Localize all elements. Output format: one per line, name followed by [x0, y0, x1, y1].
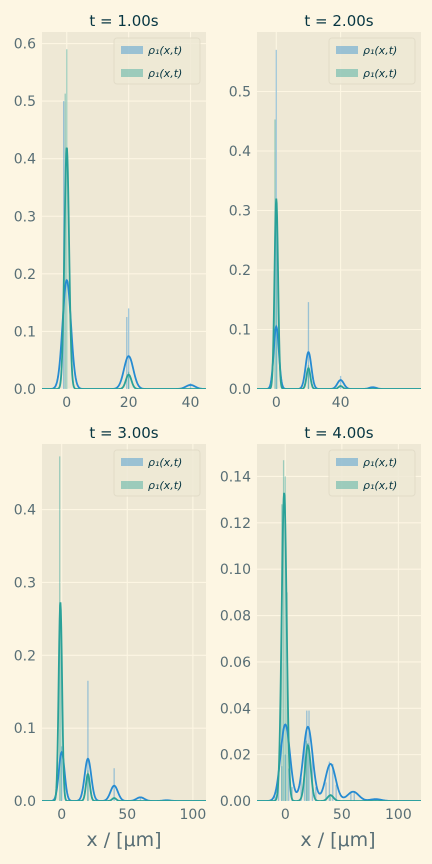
y-tick-label: 0.5 [229, 85, 251, 101]
y-tick-label: 0.4 [229, 144, 251, 160]
x-tick-label: 50 [333, 807, 351, 823]
y-tick-label: 0.6 [14, 37, 36, 53]
subplot-2: 0.00.10.20.30.40.50 40t = 2.00sρ₁(x,t)ρ₁(… [229, 12, 421, 411]
legend: ρ₁(x,t) ρ₁(x,t) [114, 38, 200, 84]
x-axis-label: x / [μm] [86, 829, 161, 851]
legend-swatch [121, 46, 143, 54]
y-tick-label: 0.02 [220, 748, 251, 764]
y-tick-label: 0.0 [14, 794, 36, 810]
y-tick-label: 0.1 [229, 323, 251, 339]
legend-label: ρ₁(x,t) [148, 479, 182, 492]
legend-swatch [121, 458, 143, 466]
y-tick-label: 0.04 [220, 701, 251, 717]
legend-swatch [336, 46, 358, 54]
histogram-bar-series-2 [66, 49, 67, 389]
histogram-bar-series-1 [114, 768, 115, 801]
y-tick-label: 0.06 [220, 655, 251, 671]
legend-label: ρ₁(x,t) [363, 456, 397, 469]
histogram-bar-series-1 [336, 785, 337, 801]
y-tick-label: 0.1 [14, 721, 36, 737]
y-tick-label: 0.12 [220, 516, 251, 532]
legend: ρ₁(x,t) ρ₁(x,t) [114, 450, 200, 496]
plot-area [42, 444, 206, 801]
subplot-title: t = 1.00s [89, 12, 158, 30]
x-tick-label: 20 [120, 395, 138, 411]
subplot-4: 0.00 0.02 0.04 0.06 0.08 0.10 0.12 0.14 0 50 100 t … [220, 424, 421, 823]
y-tick-label: 0.2 [14, 648, 36, 664]
y-tick-label: 0.1 [14, 324, 36, 340]
x-tick-label: 0 [281, 807, 290, 823]
histogram-bar-series-2 [307, 743, 308, 801]
x-tick-label: 40 [182, 395, 200, 411]
y-tick-label: 0.3 [14, 575, 36, 591]
x-tick-label: 100 [385, 807, 412, 823]
legend-label: ρ₁(x,t) [363, 67, 397, 80]
x-tick-label: 50 [118, 807, 136, 823]
legend-swatch [336, 69, 358, 77]
y-tick-label: 0.2 [229, 263, 251, 279]
legend-label: ρ₁(x,t) [148, 456, 182, 469]
y-tick-label: 0.3 [229, 204, 251, 220]
subplot-title: t = 3.00s [89, 424, 158, 442]
x-tick-label: 0 [272, 395, 281, 411]
legend: ρ₁(x,t) ρ₁(x,t) [329, 38, 415, 84]
y-tick-label: 0.08 [220, 609, 251, 625]
y-tick-label: 0.2 [14, 267, 36, 283]
subplot-1: 0.0 0.1 0.2 0.3 0.4 0.5 0.6 0 20 40 t = 1.00s ρ₁(x,… [14, 12, 206, 411]
legend-swatch [121, 481, 143, 489]
y-tick-label: 0.3 [14, 209, 36, 225]
legend-label: ρ₁(x,t) [148, 67, 182, 80]
legend-swatch [121, 69, 143, 77]
y-tick-label: 0.0 [14, 382, 36, 398]
legend-label: ρ₁(x,t) [148, 44, 182, 57]
histogram-bar-series-1 [354, 792, 355, 801]
x-tick-label: 0 [62, 395, 71, 411]
x-tick-label: 100 [180, 807, 207, 823]
y-tick-label: 0.14 [220, 469, 251, 485]
y-tick-label: 0.00 [220, 794, 251, 810]
x-tick-label: 0 [57, 807, 66, 823]
x-axis-label: x / [μm] [300, 829, 375, 851]
subplot-title: t = 4.00s [304, 424, 373, 442]
y-tick-label: 0.4 [14, 503, 36, 519]
legend-swatch [336, 481, 358, 489]
y-tick-label: 0.0 [229, 382, 251, 398]
y-tick-label: 0.5 [14, 94, 36, 110]
legend-swatch [336, 458, 358, 466]
legend-label: ρ₁(x,t) [363, 44, 397, 57]
legend-label: ρ₁(x,t) [363, 479, 397, 492]
y-tick-label: 0.4 [14, 152, 36, 168]
x-tick-label: 40 [332, 395, 350, 411]
legend: ρ₁(x,t) ρ₁(x,t) [329, 450, 415, 496]
y-tick-label: 0.10 [220, 562, 251, 578]
subplot-title: t = 2.00s [304, 12, 373, 30]
